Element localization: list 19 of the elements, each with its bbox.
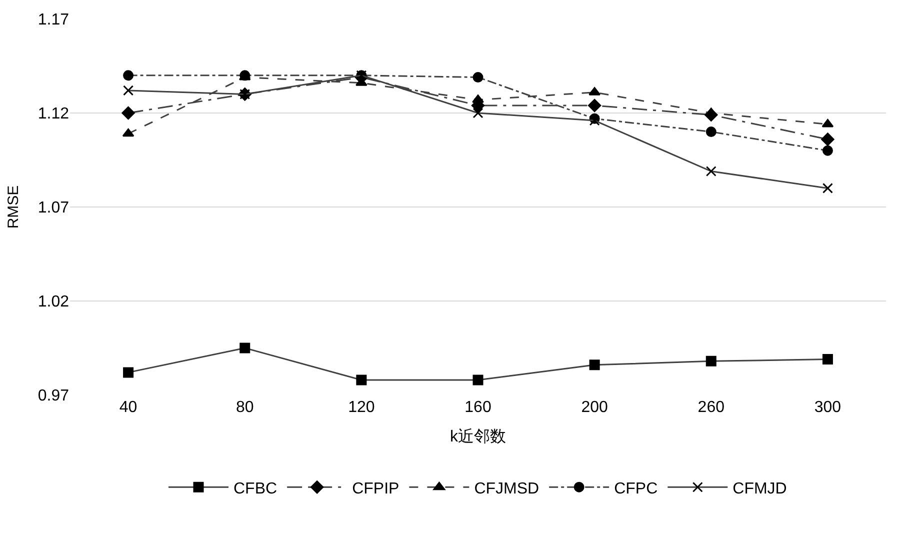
y-tick-label: 1.02 <box>38 294 70 311</box>
y-tick-label: 1.12 <box>38 106 70 123</box>
x-tick-label: 80 <box>236 399 254 416</box>
x-tick-label: 120 <box>348 399 375 416</box>
y-axis-title: RMSE <box>5 185 22 229</box>
x-tick-label: 200 <box>581 399 608 416</box>
x-tick-label: 300 <box>814 399 842 416</box>
x-tick-label: 40 <box>119 399 138 416</box>
y-tick-label: 1.17 <box>38 12 70 29</box>
legend-label: CFMJD <box>732 480 787 498</box>
y-tick-label: 0.97 <box>38 388 70 405</box>
x-axis-title: k近邻数 <box>450 428 506 446</box>
y-tick-label: 1.07 <box>38 200 70 217</box>
legend-label: CFBC <box>234 480 278 498</box>
legend-label: CFPC <box>614 480 658 498</box>
x-tick-label: 260 <box>698 399 725 416</box>
x-tick-label: 160 <box>464 399 492 416</box>
legend-label: CFJMSD <box>474 480 540 498</box>
legend-label: CFPIP <box>352 480 400 498</box>
